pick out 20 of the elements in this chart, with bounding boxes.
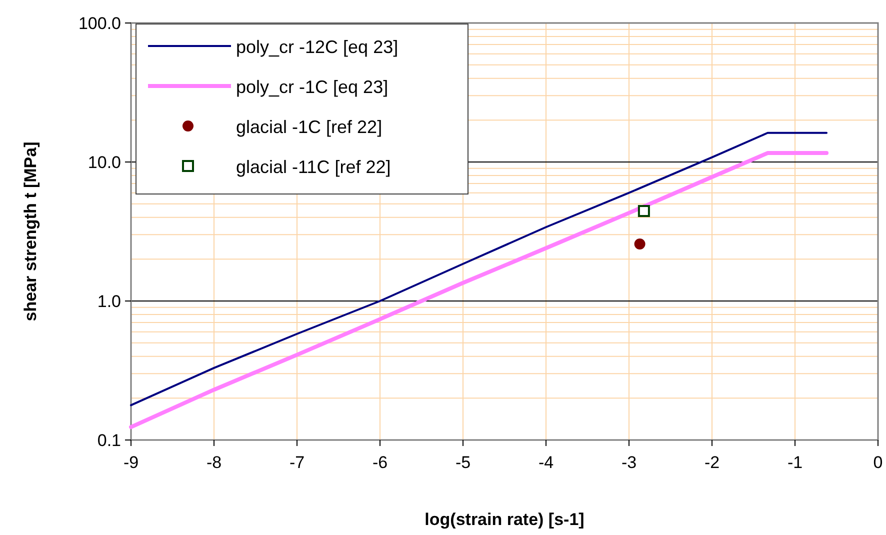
x-tick-label: -7 (289, 453, 305, 472)
y-tick-label: 10.0 (88, 153, 121, 172)
x-tick-label: -6 (372, 453, 388, 472)
x-tick-label: -9 (123, 453, 139, 472)
y-tick-label: 1.0 (97, 292, 121, 311)
legend-label: glacial -11C [ref 22] (236, 157, 391, 177)
y-axis-title: shear strength t [MPa] (21, 142, 40, 322)
x-tick-label: -4 (538, 453, 554, 472)
x-tick-label: -5 (455, 453, 471, 472)
x-tick-label: -8 (206, 453, 222, 472)
y-tick-label: 100.0 (78, 14, 121, 33)
x-tick-label: -1 (787, 453, 803, 472)
legend-label: poly_cr -1C [eq 23] (236, 77, 388, 97)
x-tick-label: -3 (621, 453, 637, 472)
x-tick-label: -2 (704, 453, 720, 472)
legend-label: poly_cr -12C [eq 23] (236, 37, 398, 57)
x-tick-label: 0 (873, 453, 883, 472)
x-axis-title: log(strain rate) [s-1] (424, 510, 584, 529)
legend-label: glacial -1C [ref 22] (236, 117, 382, 137)
y-tick-label: 0.1 (97, 431, 121, 450)
